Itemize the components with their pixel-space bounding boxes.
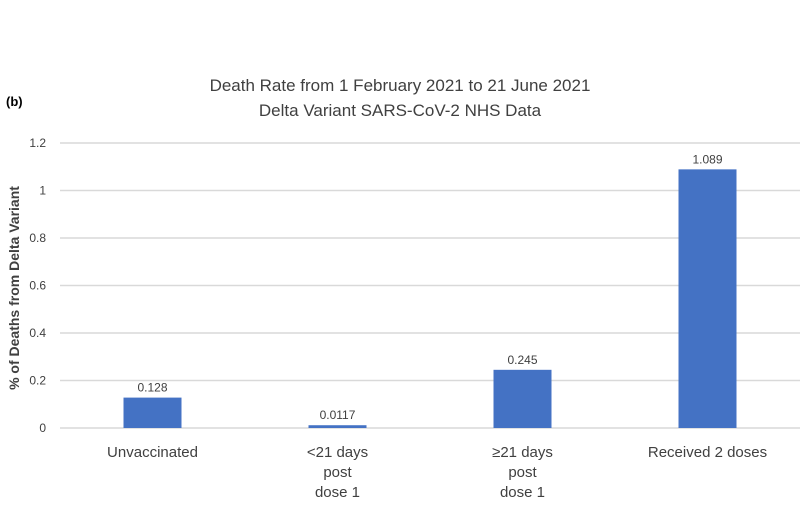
data-label: 0.245 [507, 353, 537, 367]
category-label: Received 2 doses [648, 444, 767, 461]
panel-label: (b) [6, 94, 23, 109]
y-tick-label: 0.2 [29, 374, 46, 388]
category-label: Unvaccinated [107, 444, 198, 461]
data-label: 0.0117 [320, 408, 356, 422]
bar [678, 169, 737, 429]
bar [493, 369, 552, 428]
category-label: <21 days post dose 1 [307, 444, 368, 501]
data-label: 1.089 [692, 152, 722, 166]
y-tick-label: 0.6 [29, 279, 46, 293]
bar [308, 425, 367, 428]
y-tick-label: 0.8 [29, 231, 46, 245]
bar [123, 397, 182, 428]
y-tick-label: 1 [39, 184, 46, 198]
y-tick-label: 0.4 [29, 326, 46, 340]
chart-title: Death Rate from 1 February 2021 to 21 Ju… [209, 76, 591, 95]
y-tick-label: 1.2 [29, 136, 46, 150]
y-tick-label: 0 [39, 421, 46, 435]
chart-subtitle: Delta Variant SARS-CoV-2 NHS Data [258, 101, 542, 120]
data-label: 0.128 [137, 381, 167, 395]
category-label: ≥21 days post dose 1 [492, 444, 553, 501]
